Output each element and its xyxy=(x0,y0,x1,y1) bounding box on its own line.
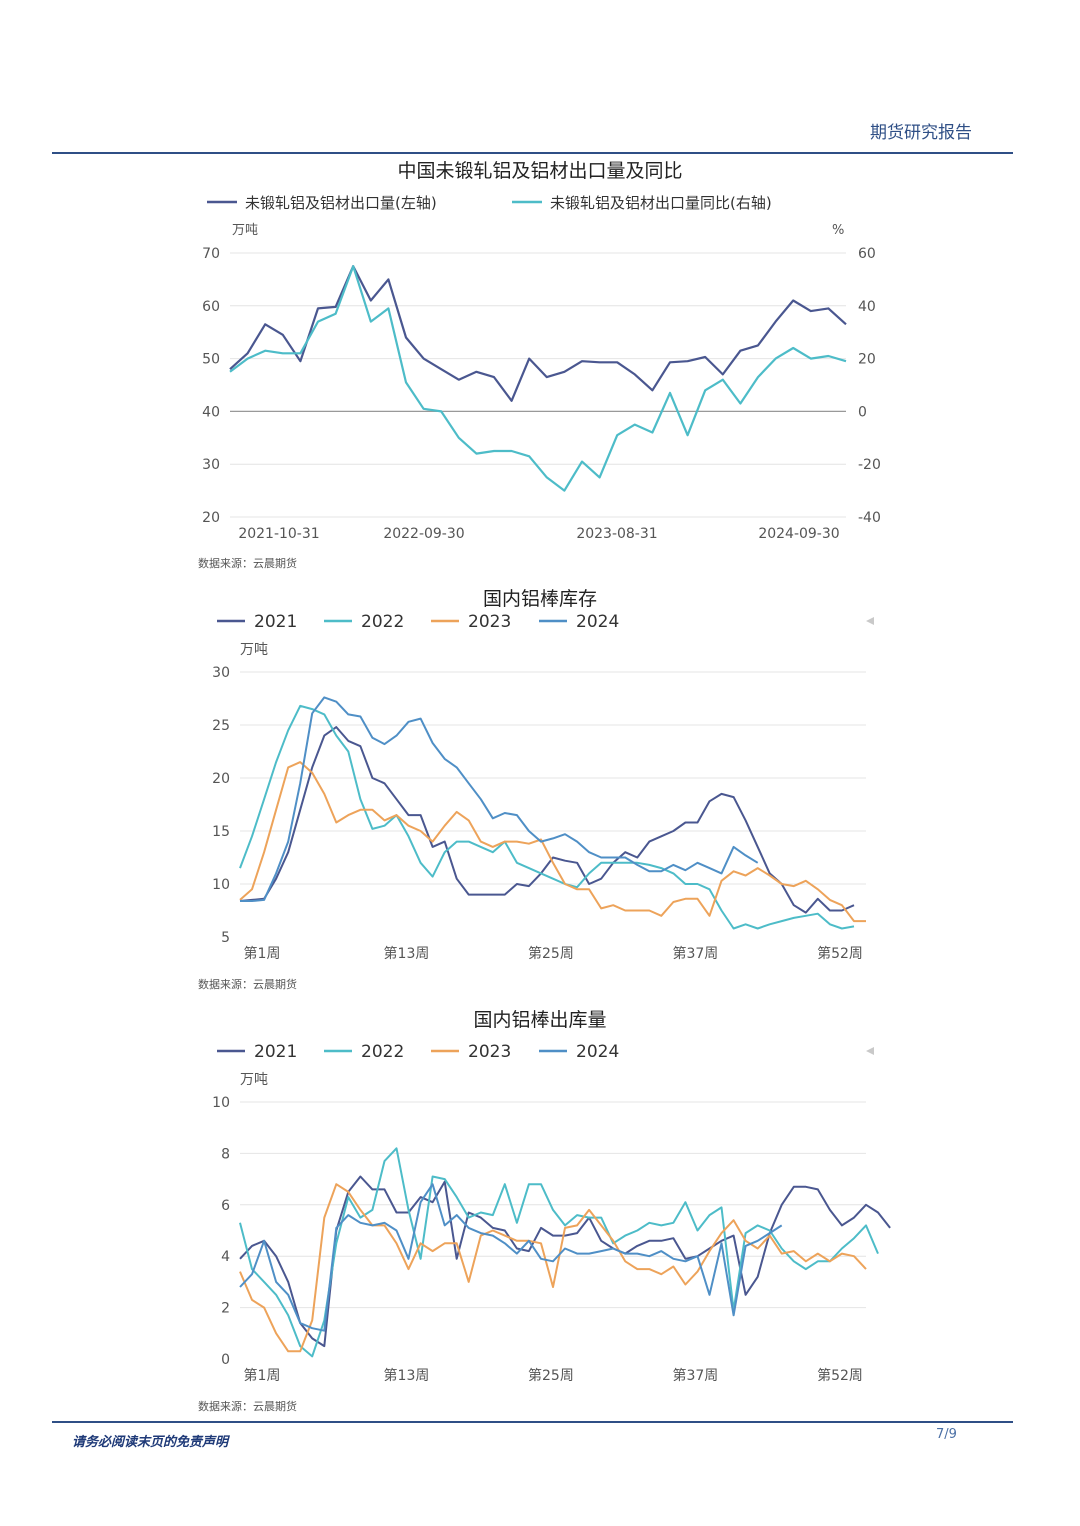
chart1-left-tick: 50 xyxy=(202,352,220,368)
chart1-export-volume: 20 30 40 50 60 70 -40 -20 0 20 40 60 万吨 % 2021-10-31 20… xyxy=(202,194,881,542)
page-number: 7/9 xyxy=(936,1427,957,1442)
chart1-right-tick: 60 xyxy=(858,246,876,262)
chart1-right-tick: -40 xyxy=(858,510,881,526)
chart1-legend-label: 未锻轧铝及铝材出口量同比(右轴) xyxy=(550,194,772,212)
chart2-series-line-2024 xyxy=(240,696,759,902)
chart3-x-tick: 第13周 xyxy=(384,1367,430,1384)
header-divider xyxy=(52,152,1013,154)
chart3-x-tick: 第37周 xyxy=(672,1367,718,1384)
chart2-x-tick: 第52周 xyxy=(817,945,863,962)
chart3-series-line-2024 xyxy=(239,1183,783,1332)
chart2-series-line-2021 xyxy=(239,726,855,914)
chart3-legend-label: 2024 xyxy=(576,1042,619,1062)
chart3-y-tick: 4 xyxy=(221,1249,230,1265)
chart2-x-tick: 第25周 xyxy=(528,945,574,962)
chart1-source: 数据来源：云晨期货 xyxy=(198,557,297,570)
chart1-x-tick: 2022-09-30 xyxy=(383,526,464,542)
chart1-x-tick: 2021-10-31 xyxy=(238,526,319,542)
chart2-x-tick: 第13周 xyxy=(384,945,430,962)
chart3-y-tick: 8 xyxy=(221,1146,230,1162)
chart1-title: 中国未锻轧铝及铝材出口量及同比 xyxy=(397,160,683,182)
chart1-right-unit: % xyxy=(832,223,844,238)
chart2-x-tick: 第37周 xyxy=(672,945,718,962)
chart1-left-tick: 30 xyxy=(202,457,220,473)
chart3-legend-label: 2022 xyxy=(361,1042,404,1062)
chart3-source: 数据来源：云晨期货 xyxy=(198,1400,297,1413)
chart2-y-tick: 5 xyxy=(221,930,230,946)
chart2-y-tick: 20 xyxy=(212,771,230,787)
chart2-y-tick: 10 xyxy=(212,877,230,893)
chart1-x-tick: 2023-08-31 xyxy=(576,526,657,542)
chart3-legend-label: 2021 xyxy=(254,1042,297,1062)
report-header-title: 期货研究报告 xyxy=(870,123,972,143)
chart3-series-line-2023 xyxy=(239,1183,867,1353)
chart2-source: 数据来源：云晨期货 xyxy=(198,978,297,991)
chart1-left-tick: 70 xyxy=(202,246,220,262)
chart3-y-tick: 6 xyxy=(221,1198,230,1214)
chart2-title: 国内铝棒库存 xyxy=(482,588,597,610)
chart2-y-tick: 30 xyxy=(212,665,230,681)
chart1-left-tick: 60 xyxy=(202,299,220,315)
chart2-y-tick: 15 xyxy=(212,824,230,840)
chart2-legend-label: 2024 xyxy=(576,612,619,632)
chart3-y-tick: 2 xyxy=(221,1301,230,1317)
chart3-series-line-2022 xyxy=(239,1147,879,1358)
chart1-legend-label: 未锻轧铝及铝材出口量(左轴) xyxy=(245,194,437,212)
chart2-legend-label: 2021 xyxy=(254,612,297,632)
chart2-unit: 万吨 xyxy=(240,642,268,658)
chart3-y-tick: 0 xyxy=(221,1352,230,1368)
chart2-series-line-2022 xyxy=(239,704,855,930)
chart3-title: 国内铝棒出库量 xyxy=(473,1009,607,1031)
chart1-right-tick: 20 xyxy=(858,352,876,368)
chart2-legend-scroll-icon xyxy=(866,617,874,625)
chart1-left-unit: 万吨 xyxy=(232,223,258,238)
chart1-x-tick: 2024-09-30 xyxy=(758,526,839,542)
chart3-legend-label: 2023 xyxy=(468,1042,511,1062)
footer-disclaimer: 请务必阅读末页的免责声明 xyxy=(72,1435,229,1450)
chart3-x-tick: 第25周 xyxy=(528,1367,574,1384)
chart2-series-line-2023 xyxy=(239,761,866,923)
chart1-right-tick: -20 xyxy=(858,457,881,473)
chart3-y-tick: 10 xyxy=(212,1095,230,1111)
chart3-legend-scroll-icon xyxy=(866,1047,874,1055)
chart1-right-tick: 0 xyxy=(858,404,867,420)
chart1-series-line-1 xyxy=(229,265,847,402)
footer-divider xyxy=(52,1421,1013,1423)
chart1-right-tick: 40 xyxy=(858,299,876,315)
chart2-x-tick: 第1周 xyxy=(244,945,281,962)
chart3-unit: 万吨 xyxy=(240,1072,268,1088)
chart1-left-tick: 20 xyxy=(202,510,220,526)
chart2-legend-label: 2023 xyxy=(468,612,511,632)
chart3-x-tick: 第1周 xyxy=(244,1367,281,1384)
chart1-left-tick: 40 xyxy=(202,404,220,420)
chart1-series-line-2 xyxy=(229,265,847,492)
chart2-y-tick: 25 xyxy=(212,718,230,734)
chart3-x-tick: 第52周 xyxy=(817,1367,863,1384)
chart2-legend-label: 2022 xyxy=(361,612,404,632)
